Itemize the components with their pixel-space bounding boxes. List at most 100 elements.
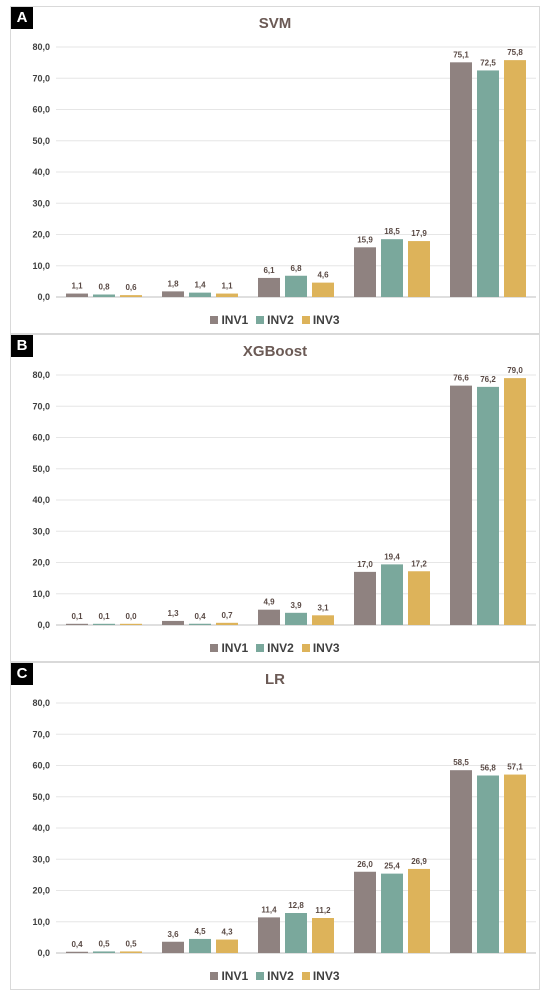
data-label: 1,8 <box>167 279 179 288</box>
bar-inv3 <box>504 774 526 953</box>
bar-inv2 <box>477 70 499 297</box>
y-tick-label: 60,0 <box>32 433 50 443</box>
panel-label: A <box>11 7 33 29</box>
data-label: 3,1 <box>317 603 329 612</box>
data-label: 11,2 <box>315 906 331 915</box>
legend-swatch <box>256 644 265 652</box>
y-tick-label: 0,0 <box>37 620 50 630</box>
bar-inv2 <box>285 612 307 625</box>
data-label: 0,0 <box>125 612 137 621</box>
legend-item: INV1 <box>210 313 248 327</box>
panel-label: B <box>11 335 33 357</box>
legend-label: INV2 <box>267 641 294 655</box>
legend-item: INV1 <box>210 969 248 983</box>
y-tick-label: 80,0 <box>32 370 50 380</box>
legend-label: INV2 <box>267 313 294 327</box>
bar-inv2 <box>381 564 403 625</box>
data-label: 4,5 <box>194 927 206 936</box>
y-tick-label: 40,0 <box>32 167 50 177</box>
bar-inv1 <box>66 623 88 625</box>
chart-title: XGBoost <box>242 343 308 360</box>
bar-inv1 <box>258 609 280 625</box>
bar-inv1 <box>66 951 88 953</box>
data-label: 17,9 <box>411 229 427 238</box>
panel-label: C <box>11 663 33 685</box>
data-label: 26,9 <box>411 857 427 866</box>
legend: INV1 INV2 INV3 <box>11 313 539 327</box>
legend-label: INV3 <box>312 969 340 983</box>
legend: INV1 INV2 INV3 <box>11 641 539 655</box>
data-label: 17,2 <box>411 559 427 568</box>
bar-chart-svg: 0,010,020,030,040,050,060,070,080,0%0,40… <box>32 698 536 958</box>
legend-item: INV1 <box>210 641 248 655</box>
chart-panel-c: CLR0,010,020,030,040,050,060,070,080,0%0… <box>10 662 540 990</box>
data-label: 11,4 <box>261 905 277 914</box>
data-label: 75,1 <box>453 50 469 59</box>
data-label: 3,9 <box>290 601 302 610</box>
data-label: 25,4 <box>384 862 400 871</box>
y-tick-label: 40,0 <box>32 823 50 833</box>
legend: INV1 INV2 INV3 <box>11 969 539 983</box>
bar-inv1 <box>354 871 376 953</box>
legend-swatch <box>256 316 265 324</box>
chart-panel-b: B XGBoost 0,0 10,0 20,0 30,0 40,0 50,0 60,0 70,0 8… <box>10 334 540 662</box>
y-tick-label: 60,0 <box>32 761 50 771</box>
legend-item: INV3 <box>301 641 340 655</box>
y-tick-label: 10,0 <box>32 589 50 599</box>
bar-inv2 <box>477 775 499 953</box>
bar-inv3 <box>408 868 430 953</box>
data-label: 6,8 <box>290 264 302 273</box>
y-tick-label: 10,0 <box>32 261 50 271</box>
bar-inv1 <box>258 917 280 953</box>
data-label: 0,4 <box>71 940 83 949</box>
bar-inv1 <box>162 291 184 297</box>
data-label: 72,5 <box>480 58 496 67</box>
chart-title: LR <box>265 671 285 688</box>
bar-inv3 <box>216 939 238 953</box>
legend-item: INV2 <box>256 969 294 983</box>
data-label: 75,8 <box>507 48 523 57</box>
data-label: 4,6 <box>317 271 329 280</box>
bar-inv3 <box>408 241 430 297</box>
bar-inv1 <box>450 62 472 297</box>
legend-label: INV3 <box>312 313 340 327</box>
bar-inv3 <box>312 282 334 297</box>
bar-inv1 <box>354 571 376 625</box>
y-tick-label: 30,0 <box>32 198 50 208</box>
data-label: 0,4 <box>194 612 206 621</box>
bar-inv3 <box>504 378 526 625</box>
data-label: 1,1 <box>221 282 233 291</box>
legend-item: INV3 <box>301 969 340 983</box>
bar-inv3 <box>312 615 334 625</box>
y-tick-label: 60,0 <box>32 105 50 115</box>
data-label: 1,3 <box>167 609 179 618</box>
data-label: 0,1 <box>71 612 83 621</box>
bar-inv2 <box>93 294 115 297</box>
data-label: 26,0 <box>357 860 373 869</box>
legend-item: INV2 <box>256 641 294 655</box>
y-tick-label: 30,0 <box>32 854 50 864</box>
data-label: 79,0 <box>507 366 523 375</box>
legend-label: INV1 <box>221 641 249 655</box>
data-label: 1,1 <box>71 282 83 291</box>
data-label: 4,3 <box>221 928 233 937</box>
y-tick-label: 30,0 <box>32 526 50 536</box>
legend-swatch <box>301 316 310 324</box>
y-tick-label: 20,0 <box>32 230 50 240</box>
bar-inv3 <box>120 623 142 625</box>
bar-inv2 <box>285 275 307 297</box>
data-label: 0,5 <box>98 939 110 948</box>
data-label: 56,8 <box>480 764 496 773</box>
chart-title: SVM <box>258 15 292 32</box>
bar-inv2 <box>381 239 403 297</box>
legend-label: INV3 <box>312 641 340 655</box>
data-label: 19,4 <box>384 552 400 561</box>
y-tick-label: 50,0 <box>32 136 50 146</box>
data-label: 76,2 <box>480 375 496 384</box>
data-label: 1,4 <box>194 281 206 290</box>
data-label: 0,7 <box>221 611 233 620</box>
legend-label: INV2 <box>267 969 294 983</box>
bar-inv2 <box>381 873 403 953</box>
data-label: 0,1 <box>98 612 110 621</box>
bar-inv1 <box>450 385 472 625</box>
